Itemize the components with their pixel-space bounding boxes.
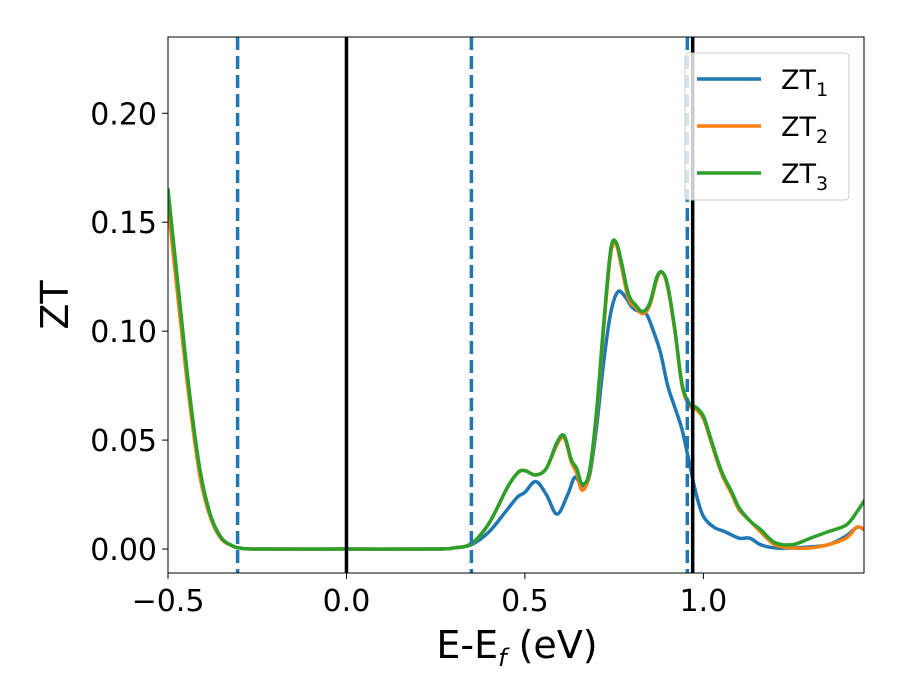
data-layer [168, 187, 864, 551]
x-tick-label: −0.5 [132, 584, 205, 619]
plot-frame [167, 36, 865, 574]
x-tick-label: 0.5 [501, 584, 549, 619]
x-axis-label-tail: (eV) [507, 623, 598, 667]
y-tick-label: 0.10 [90, 315, 157, 350]
series-line-zt1 [168, 198, 864, 551]
series-line-zt3 [168, 187, 864, 551]
x-tick-label: 0.0 [323, 584, 371, 619]
legend-label-zt3: ZT3 [781, 159, 828, 195]
legend: ZT1 ZT2 ZT3 [684, 52, 850, 201]
legend-label-zt1: ZT1 [781, 65, 828, 101]
y-tick-label: 0.05 [90, 424, 157, 459]
x-axis-label: E-Ef (eV) [436, 623, 597, 672]
x-axis-label-main: E-E [436, 623, 498, 667]
x-tick-label: 1.0 [680, 584, 728, 619]
legend-label-zt2: ZT2 [781, 112, 828, 148]
y-axis-label: ZT [33, 280, 77, 330]
y-tick-label: 0.20 [90, 97, 157, 132]
y-tick-label: 0.15 [90, 206, 157, 241]
reference-lines-layer [235, 37, 695, 573]
y-tick-label: 0.00 [90, 533, 157, 568]
ticks-layer: −0.5 0.0 0.5 1.0 0.00 0.05 0.10 0.15 0.20 [90, 97, 727, 619]
legend-box [684, 52, 850, 201]
